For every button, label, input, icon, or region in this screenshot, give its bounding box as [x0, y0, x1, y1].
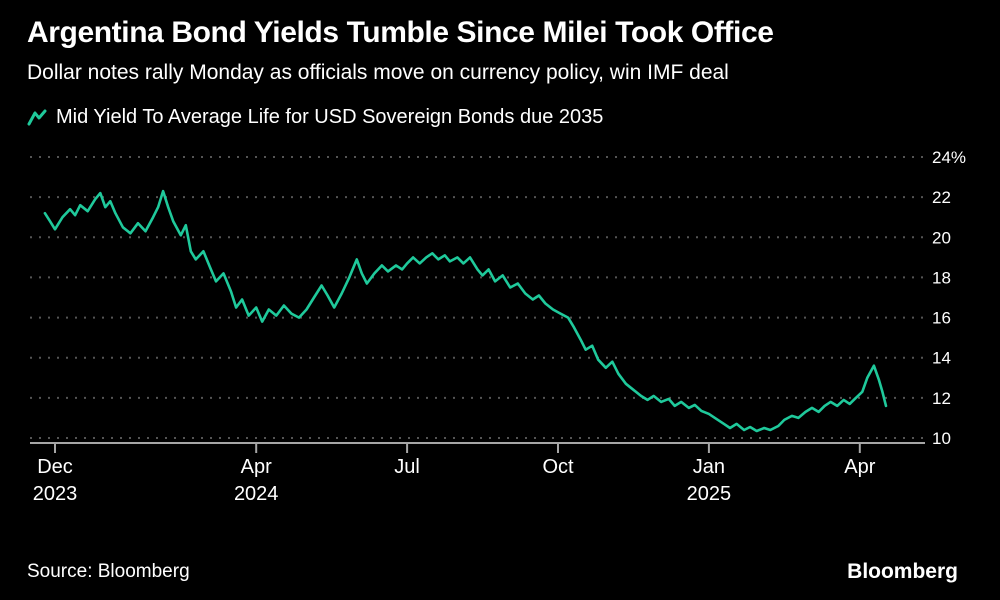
- x-axis-label: Apr: [844, 456, 875, 478]
- y-axis-label: 22: [932, 188, 951, 207]
- y-axis-label: 16: [932, 309, 951, 328]
- legend-label: Mid Yield To Average Life for USD Sovere…: [56, 106, 604, 128]
- y-axis-label: 20: [932, 228, 951, 247]
- y-axis-label: 18: [932, 268, 951, 287]
- source-label: Source: Bloomberg: [27, 561, 190, 582]
- x-axis-label: Apr: [241, 456, 272, 478]
- x-axis-label: Dec: [37, 456, 73, 478]
- x-axis-label: Jan: [693, 456, 725, 478]
- bloomberg-logo: Bloomberg: [847, 560, 958, 583]
- legend: Mid Yield To Average Life for USD Sovere…: [27, 106, 603, 129]
- yield-line-series: [43, 189, 888, 433]
- y-axis-label: 12: [932, 389, 951, 408]
- chart-subtitle: Dollar notes rally Monday as officials m…: [27, 61, 729, 84]
- x-axis-year-label: 2025: [687, 483, 732, 505]
- x-axis-year-label: 2023: [33, 483, 78, 505]
- legend-line-icon: [27, 109, 47, 125]
- y-axis-label: 10: [932, 429, 951, 448]
- y-axis-label: 14: [932, 349, 951, 368]
- x-axis-year-label: 2024: [234, 483, 279, 505]
- chart-title: Argentina Bond Yields Tumble Since Milei…: [27, 16, 774, 49]
- x-axis-label: Jul: [394, 456, 420, 478]
- x-axis-label: Oct: [542, 456, 574, 478]
- y-axis-label: 24%: [932, 148, 966, 167]
